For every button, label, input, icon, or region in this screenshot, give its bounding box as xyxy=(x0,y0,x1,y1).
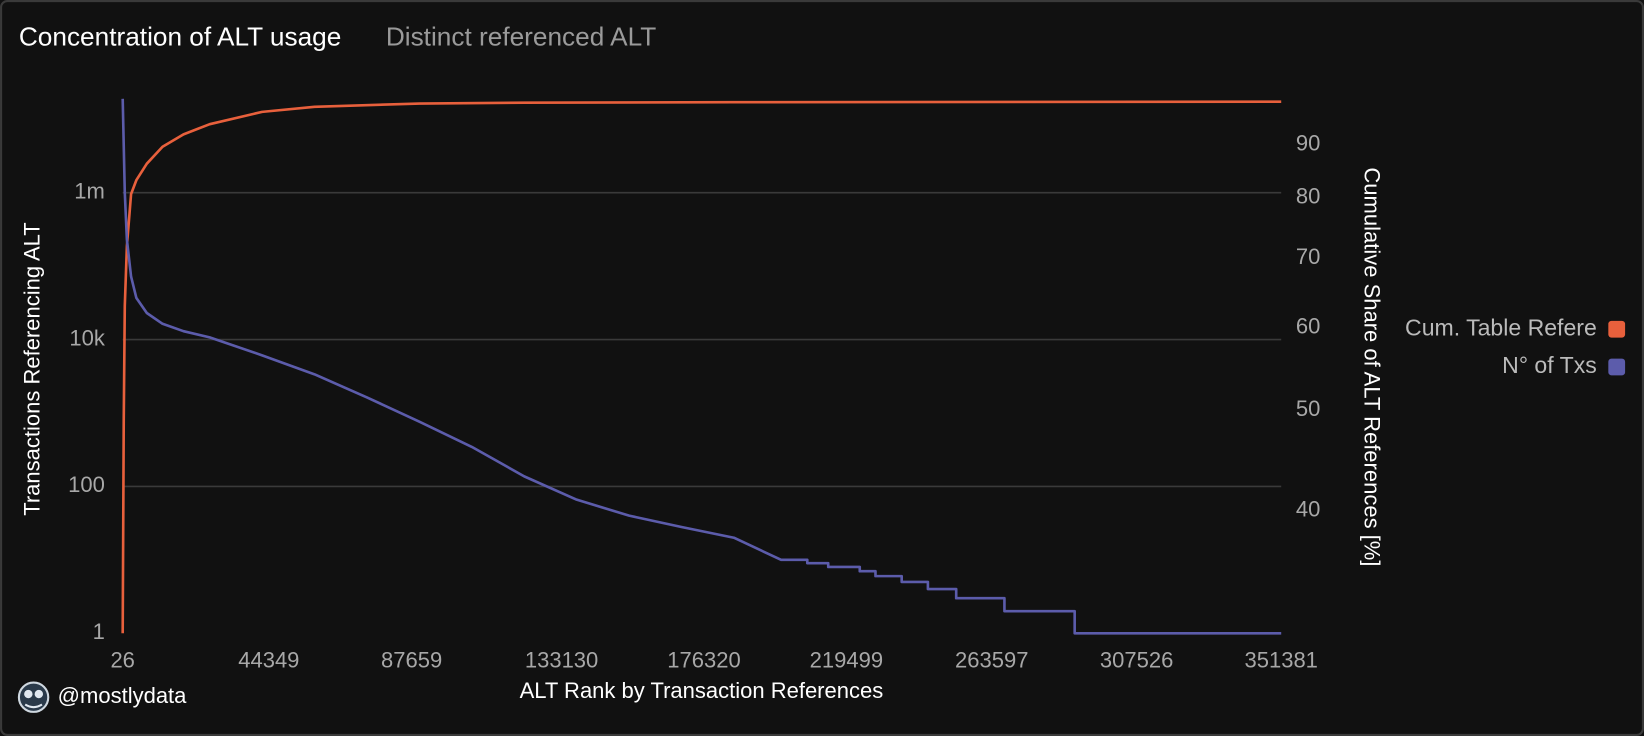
x-tick-label: 263597 xyxy=(955,647,1028,672)
series-line xyxy=(121,98,1282,635)
x-tick-label: 87659 xyxy=(381,647,442,672)
y2-tick-label: 40 xyxy=(1296,497,1320,522)
y2-tick-label: 90 xyxy=(1296,131,1320,156)
y2-tick-label: 60 xyxy=(1296,314,1320,339)
x-tick-label: 26 xyxy=(110,647,134,672)
legend-label: N° of Txs xyxy=(1502,352,1597,378)
y2-tick-label: 80 xyxy=(1296,184,1320,209)
x-tick-label: 351381 xyxy=(1245,647,1318,672)
y-tick-label: 1m xyxy=(74,179,105,204)
y-tick-label: 100 xyxy=(68,472,105,497)
x-tick-label: 219499 xyxy=(810,647,883,672)
y-tick-label: 10k xyxy=(69,325,105,350)
footer-handle: @mostlydata xyxy=(58,683,187,708)
y2-tick-label: 50 xyxy=(1296,396,1320,421)
legend-swatch xyxy=(1608,320,1626,338)
x-tick-label: 133130 xyxy=(525,647,598,672)
avatar xyxy=(17,681,50,713)
x-tick-label: 307526 xyxy=(1100,647,1173,672)
x-tick-label: 176320 xyxy=(667,647,740,672)
plot-area: 1 100 10k 1m 40 50 60 70 80 90 26 44349 87659 133130 1… xyxy=(68,98,1626,672)
x-tick-label: 44349 xyxy=(238,647,299,672)
y2-axis-label: Cumulative Share of ALT References [%] xyxy=(1360,167,1385,566)
y-tick-label: 1 xyxy=(93,619,105,644)
legend-label: Cum. Table Refere xyxy=(1405,314,1597,340)
x-axis-label: ALT Rank by Transaction References xyxy=(520,678,884,703)
chart-subtitle: Distinct referenced ALT xyxy=(386,22,656,52)
series-line xyxy=(121,100,1282,634)
y-axis-label: Transactions Referencing ALT xyxy=(19,222,44,515)
chart-title: Concentration of ALT usage xyxy=(19,22,341,52)
y2-tick-label: 70 xyxy=(1296,244,1320,269)
legend-swatch xyxy=(1608,358,1626,376)
